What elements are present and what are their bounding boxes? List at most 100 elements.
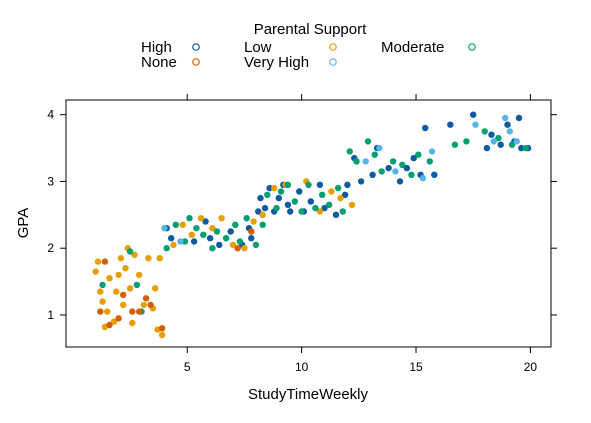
point-high [504,121,511,128]
legend-marker-very-high [329,58,337,66]
point-low [156,255,163,262]
point-high [307,198,314,205]
y-tick-label: 3 [47,174,54,188]
point-low [115,271,122,279]
point-high [447,121,454,128]
point-moderate [522,144,529,152]
legend-marker-high [192,43,200,51]
point-low [145,255,152,262]
x-tick-label: 10 [295,360,309,374]
point-low [170,241,177,249]
x-tick-label: 5 [184,360,191,374]
point-low [126,285,134,292]
point-moderate [232,221,239,228]
point-moderate [126,248,134,255]
legend-marker-low [329,43,337,51]
point-very-high [161,225,168,232]
point-moderate [273,204,280,212]
point-very-high [506,128,513,135]
point-moderate [508,141,516,148]
point-moderate [426,158,433,165]
point-high [396,178,404,185]
point-high [385,164,392,172]
point-high [261,204,269,212]
point-low [152,285,159,292]
point-low [188,231,195,238]
point-none [136,308,143,315]
point-low [122,265,129,272]
point-moderate [399,161,406,168]
point-low [129,319,136,327]
point-moderate [172,221,179,228]
y-axis-label: GPA [15,208,32,239]
point-moderate [495,134,502,142]
point-high [515,114,523,122]
point-high [470,111,477,118]
point-moderate [193,225,200,232]
legend-label-low: Low [244,39,272,56]
point-low [136,271,143,279]
point-low [316,208,324,215]
x-tick-label: 15 [409,360,423,374]
point-low [104,308,111,315]
point-high [422,124,429,132]
point-high [168,235,175,242]
legend-marker-none [192,58,200,66]
point-high [497,141,504,148]
point-high [369,171,376,178]
point-high [344,181,351,188]
point-high [410,154,417,162]
point-very-high [392,168,399,175]
point-high [190,238,198,245]
point-low [197,215,205,222]
point-moderate [335,184,342,192]
point-low [140,301,147,309]
point-high [518,144,525,152]
point-moderate [451,141,459,148]
point-moderate [186,215,193,222]
point-very-high [513,138,520,145]
point-high [403,164,411,172]
point-high [296,188,303,195]
legend-label-high: High [141,39,172,56]
point-moderate [339,208,346,215]
point-high [357,178,365,185]
legend-title: Parental Support [254,21,367,38]
point-moderate [277,188,285,195]
point-high [266,184,273,192]
point-moderate [319,191,326,198]
point-none [115,315,122,322]
point-moderate [163,245,170,252]
point-very-high [177,238,184,245]
legend-label-very-high: Very High [244,54,309,71]
point-low [99,298,106,305]
point-high [275,194,282,202]
point-none [97,308,104,315]
point-moderate [415,151,422,158]
plot-frame [65,99,552,348]
point-moderate [259,221,266,228]
point-very-high [376,144,383,152]
point-very-high [419,174,427,182]
legend-label-moderate: Moderate [381,39,444,56]
point-low [106,275,113,282]
point-high [332,211,340,218]
point-low [229,241,237,249]
point-very-high [428,148,436,155]
point-moderate [371,151,378,158]
point-moderate [200,231,207,238]
point-none [106,321,113,329]
point-none [234,245,241,252]
point-high [287,208,294,215]
point-low [218,215,225,222]
point-moderate [346,148,353,155]
point-low [337,194,344,202]
point-high [227,228,234,235]
point-very-high [362,158,369,165]
point-none [142,295,150,302]
axis-ticks: 5 10 15 20 1 2 3 4 [47,94,557,374]
point-moderate [181,238,189,245]
point-none [101,258,109,265]
point-low [117,255,125,262]
